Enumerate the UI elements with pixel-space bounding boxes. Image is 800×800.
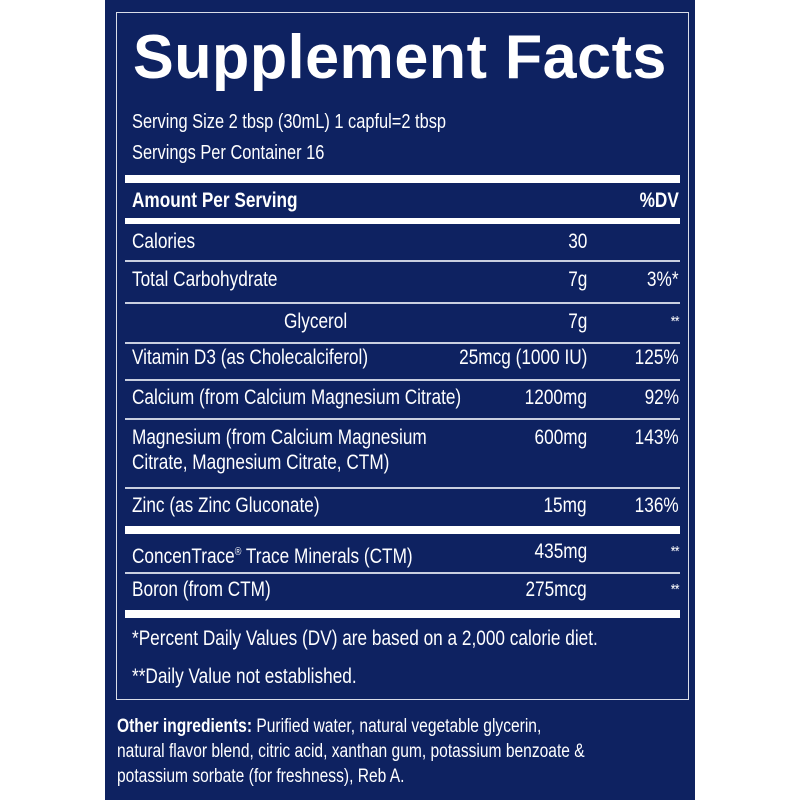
nutrient-name: Total Carbohydrate [132, 268, 278, 291]
nutrient-dv: ** [671, 543, 680, 560]
nutrient-name: Calories [132, 230, 196, 253]
nutrient-name: Glycerol [284, 310, 348, 333]
nutrient-name: ConcenTrace® Trace Minerals (CTM) [132, 545, 413, 568]
thick-rule [125, 218, 680, 224]
amount-per-serving-label: Amount Per Serving [132, 189, 298, 212]
nutrient-amount: 600mg [534, 426, 587, 449]
footnote-dv: *Percent Daily Values (DV) are based on … [132, 627, 598, 650]
row-divider [125, 572, 680, 574]
supplement-facts-panel [105, 0, 695, 800]
nutrient-amount: 25mcg (1000 IU) [458, 346, 587, 369]
nutrient-name: Zinc (as Zinc Gluconate) [132, 494, 320, 517]
nutrient-amount: 1200mg [524, 386, 587, 409]
other-ingredients-line3: potassium sorbate (for freshness), Reb A… [117, 766, 405, 787]
other-ingredients: Other ingredients: Purified water, natur… [117, 714, 697, 789]
serving-size: Serving Size 2 tbsp (30mL) 1 capful=2 tb… [132, 111, 447, 133]
nutrient-name-line2: Citrate, Magnesium Citrate, CTM) [132, 451, 390, 474]
row-divider [125, 487, 680, 489]
nutrient-dv: 143% [634, 426, 679, 449]
row-divider [125, 379, 680, 381]
row-divider [125, 418, 680, 420]
nutrient-name: Vitamin D3 (as Cholecalciferol) [132, 346, 369, 369]
row-divider [125, 302, 680, 304]
nutrient-dv: ** [671, 313, 680, 330]
dv-label: %DV [639, 189, 679, 212]
nutrient-dv: 92% [644, 386, 679, 409]
other-ingredients-line2: natural flavor blend, citric acid, xanth… [117, 741, 585, 762]
label-title: Supplement Facts [133, 23, 667, 92]
row-divider [125, 342, 680, 344]
nutrient-name: Magnesium (from Calcium Magnesium [132, 426, 427, 449]
registered-mark: ® [234, 546, 242, 558]
footnote-not-established: **Daily Value not established. [132, 665, 357, 688]
thick-rule [125, 610, 680, 618]
nutrient-amount: 275mcg [525, 578, 587, 601]
nutrient-amount: 7g [567, 268, 587, 291]
facts-border-box [116, 12, 689, 700]
nutrient-amount: 7g [567, 310, 587, 333]
row-divider [125, 260, 680, 262]
thick-rule [125, 175, 680, 183]
nutrient-dv: 125% [634, 346, 679, 369]
servings-per-container: Servings Per Container 16 [132, 142, 325, 164]
nutrient-dv: ** [671, 581, 680, 598]
nutrient-amount: 15mg [543, 494, 587, 517]
nutrient-amount: 435mg [534, 540, 587, 563]
nutrient-dv: 3%* [647, 268, 679, 291]
nutrient-name: Boron (from CTM) [132, 578, 271, 601]
nutrient-amount: 30 [567, 230, 587, 253]
thick-rule [125, 526, 680, 534]
nutrient-dv: 136% [634, 494, 679, 517]
nutrient-name: Calcium (from Calcium Magnesium Citrate) [132, 386, 462, 409]
other-ingredients-line1: Other ingredients: Purified water, natur… [117, 716, 542, 737]
other-ingredients-label: Other ingredients: [117, 716, 253, 737]
